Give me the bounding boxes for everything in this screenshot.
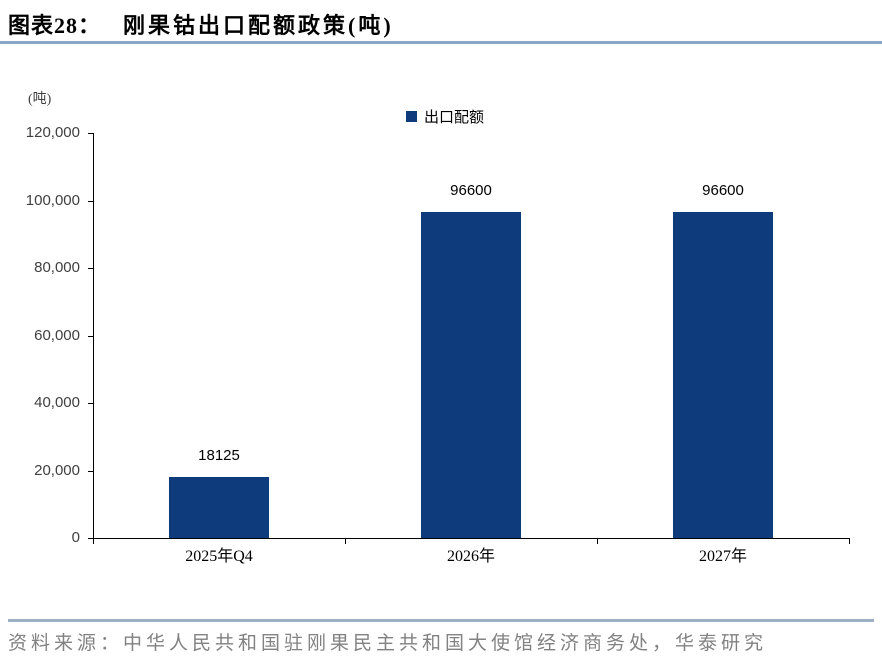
x-axis-label: 2025年Q4	[185, 548, 253, 565]
x-axis-label: 2027年	[698, 548, 747, 565]
legend-swatch	[406, 111, 417, 122]
x-axis-tick	[345, 539, 346, 544]
figure-number-label: 图表28：	[8, 13, 102, 38]
y-axis-unit-label: (吨)	[28, 92, 52, 107]
x-axis-tick	[849, 539, 850, 544]
figure-title: 刚果钴出口配额政策(吨)	[123, 13, 394, 38]
bar	[169, 477, 269, 538]
bar	[673, 212, 773, 538]
y-axis-tick-label: 0	[71, 529, 80, 546]
x-axis-label: 2026年	[446, 548, 495, 565]
y-axis-tick	[88, 538, 93, 539]
y-axis-tick-label: 120,000	[25, 124, 80, 141]
x-axis-line	[93, 538, 850, 539]
y-axis-tick	[88, 403, 93, 404]
y-axis-tick-label: 40,000	[34, 394, 80, 411]
bar	[421, 212, 521, 538]
y-axis-tick-label: 60,000	[34, 326, 80, 344]
y-axis-tick	[88, 200, 93, 202]
y-axis-tick-label: 100,000	[25, 191, 80, 209]
bar-value-label: 18125	[198, 447, 240, 464]
bar-value-label: 96600	[450, 182, 492, 199]
title-divider	[0, 41, 882, 44]
bar-value-label: 96600	[702, 182, 744, 199]
x-axis-tick	[597, 539, 598, 544]
y-axis-tick-label: 20,000	[34, 461, 80, 479]
figure-header: 图表28： 刚果钴出口配额政策(吨)	[8, 8, 874, 40]
y-axis-tick	[88, 268, 93, 269]
legend: 出口配额	[406, 106, 484, 127]
y-axis-line	[93, 133, 94, 538]
y-axis-tick-label: 80,000	[34, 259, 80, 276]
y-axis-tick	[88, 133, 93, 134]
y-axis-tick	[88, 470, 93, 472]
x-axis-tick	[93, 539, 94, 544]
footer-divider	[8, 619, 874, 622]
source-note: 资料来源：中华人民共和国驻刚果民主共和国大使馆经济商务处，华泰研究	[8, 633, 768, 654]
y-axis-tick	[88, 335, 93, 337]
legend-label: 出口配额	[424, 110, 485, 126]
